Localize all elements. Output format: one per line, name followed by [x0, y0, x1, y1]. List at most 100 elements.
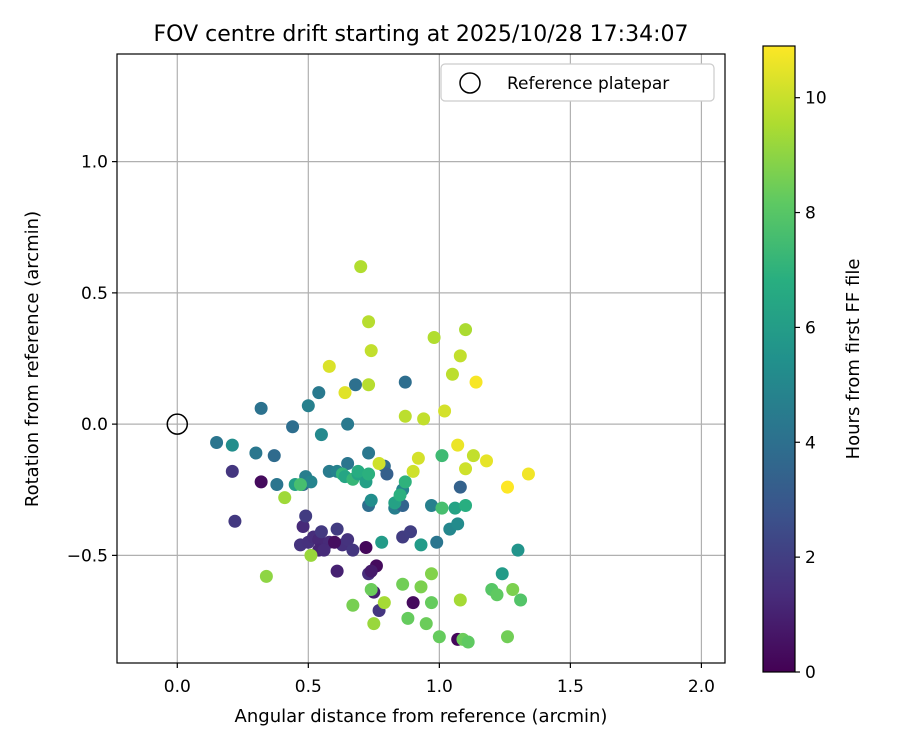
- colorbar-tick-label: 8: [805, 204, 816, 224]
- x-tick-label: 2.0: [688, 677, 715, 697]
- data-point: [341, 457, 355, 470]
- chart-title: FOV centre drift starting at 2025/10/28 …: [154, 22, 689, 47]
- data-point: [328, 535, 342, 549]
- legend-box: [440, 63, 715, 102]
- data-point: [299, 509, 313, 523]
- plot-frame: [116, 53, 726, 664]
- data-point: [293, 478, 307, 491]
- data-point: [317, 543, 331, 557]
- data-point: [330, 522, 344, 536]
- data-point: [396, 577, 410, 591]
- data-point: [314, 525, 328, 539]
- colorbar-ticks: 0 2 4 6 8 10: [795, 89, 827, 683]
- data-point: [364, 344, 378, 358]
- y-tick-label: 0.5: [81, 284, 108, 304]
- colorbar: 0 2 4 6 8 10 Hours from first FF file: [762, 45, 864, 683]
- data-point: [466, 449, 480, 463]
- data-point: [364, 493, 378, 507]
- data-point: [364, 583, 378, 596]
- data-point: [267, 449, 281, 463]
- data-point: [228, 514, 242, 528]
- data-point: [362, 467, 376, 481]
- data-point: [432, 630, 446, 644]
- data-point: [459, 499, 473, 512]
- x-tick-label: 1.0: [426, 677, 453, 697]
- data-point: [469, 375, 483, 389]
- x-tick-label: 1.5: [557, 677, 584, 697]
- data-point: [427, 331, 441, 344]
- data-point: [375, 535, 389, 549]
- data-point: [459, 323, 473, 337]
- data-point: [459, 462, 473, 476]
- colorbar-tick-label: 6: [805, 318, 816, 338]
- data-point: [404, 525, 418, 539]
- data-point: [419, 617, 433, 631]
- y-tick-label: 0.0: [81, 415, 108, 435]
- data-point: [304, 548, 318, 562]
- data-point: [362, 378, 376, 392]
- data-point: [521, 467, 535, 481]
- data-point: [254, 401, 268, 415]
- y-axis-label: Rotation from reference (arcmin): [22, 211, 43, 507]
- data-point: [362, 446, 376, 460]
- data-point: [341, 417, 355, 431]
- data-point: [453, 593, 467, 607]
- data-point: [296, 520, 310, 533]
- data-point: [424, 596, 438, 610]
- data-point: [398, 475, 412, 489]
- data-point: [254, 475, 268, 489]
- data-point: [225, 464, 239, 478]
- data-point: [312, 386, 326, 400]
- data-point: [301, 399, 315, 413]
- data-point: [417, 412, 431, 426]
- data-point: [406, 596, 420, 610]
- data-point: [304, 475, 318, 489]
- data-point: [225, 438, 239, 452]
- data-point: [210, 436, 224, 449]
- colorbar-tick-label: 4: [805, 433, 816, 453]
- data-point: [398, 409, 412, 423]
- x-axis-label: Angular distance from reference (arcmin): [235, 706, 608, 727]
- data-point: [438, 404, 452, 418]
- x-tick-label: 0.5: [295, 677, 322, 697]
- data-point: [435, 501, 449, 515]
- data-point: [367, 617, 381, 631]
- data-point: [338, 386, 352, 400]
- data-point: [495, 567, 509, 581]
- data-point: [461, 635, 475, 649]
- data-point: [451, 517, 465, 531]
- data-point: [341, 533, 355, 547]
- data-point: [401, 611, 415, 625]
- data-point: [314, 428, 328, 442]
- colorbar-tick-label: 0: [805, 663, 816, 683]
- data-point: [500, 480, 514, 494]
- data-point: [278, 491, 292, 505]
- data-point: [346, 598, 360, 612]
- colorbar-tick-label: 2: [805, 548, 816, 568]
- data-point: [451, 438, 465, 452]
- data-point: [453, 480, 467, 494]
- y-axis-ticks: −0.5 0.0 0.5 1.0: [67, 153, 117, 566]
- y-tick-label: 1.0: [81, 153, 108, 173]
- data-point: [414, 580, 428, 594]
- colorbar-label: Hours from first FF file: [843, 259, 864, 460]
- legend-label: Reference platepar: [507, 74, 669, 94]
- grid: [117, 54, 725, 663]
- data-point: [270, 478, 284, 491]
- data-point: [453, 349, 467, 363]
- data-point: [506, 583, 520, 596]
- data-point: [377, 596, 391, 610]
- data-point: [330, 564, 344, 578]
- data-point: [359, 541, 373, 554]
- data-point: [351, 464, 365, 478]
- data-point: [414, 538, 428, 552]
- colorbar-tick-label: 10: [805, 89, 827, 109]
- reference-marker: [166, 413, 189, 435]
- data-point: [445, 367, 459, 381]
- data-points: [166, 260, 535, 649]
- data-point: [448, 501, 462, 515]
- x-axis-ticks: 0.0 0.5 1.0 1.5 2.0: [164, 663, 715, 697]
- data-point: [430, 535, 444, 549]
- data-point: [372, 457, 386, 470]
